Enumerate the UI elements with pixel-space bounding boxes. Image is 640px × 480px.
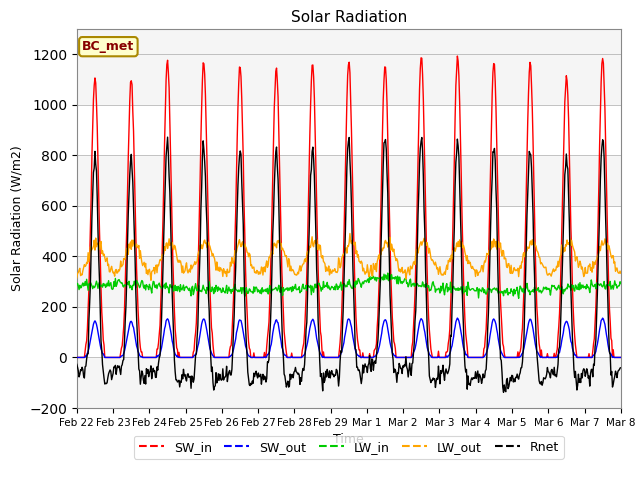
Bar: [77, 105, 621, 155]
Title: Solar Radiation: Solar Radiation: [291, 10, 407, 25]
Bar: [77, 307, 621, 358]
Bar: [77, 206, 621, 256]
X-axis label: Time: Time: [333, 433, 364, 446]
Text: BC_met: BC_met: [82, 40, 134, 53]
Y-axis label: Solar Radiation (W/m2): Solar Radiation (W/m2): [11, 145, 24, 291]
Legend: SW_in, SW_out, LW_in, LW_out, Rnet: SW_in, SW_out, LW_in, LW_out, Rnet: [134, 436, 564, 458]
